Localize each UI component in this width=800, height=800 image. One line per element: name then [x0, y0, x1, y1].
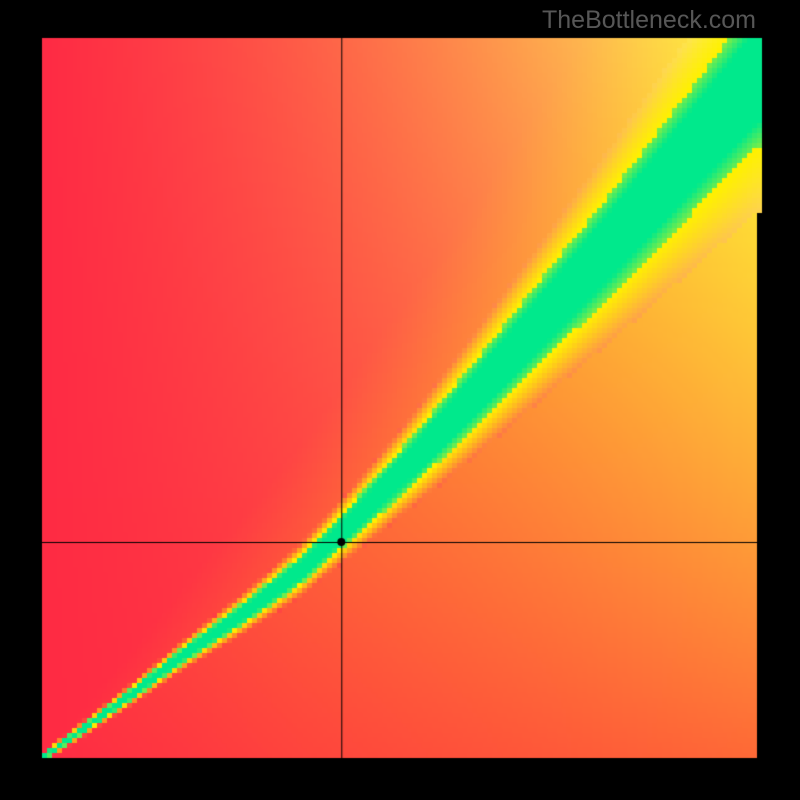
watermark-text: TheBottleneck.com — [542, 6, 756, 35]
figure-root: TheBottleneck.com — [0, 0, 800, 800]
heatmap-canvas — [0, 0, 800, 800]
